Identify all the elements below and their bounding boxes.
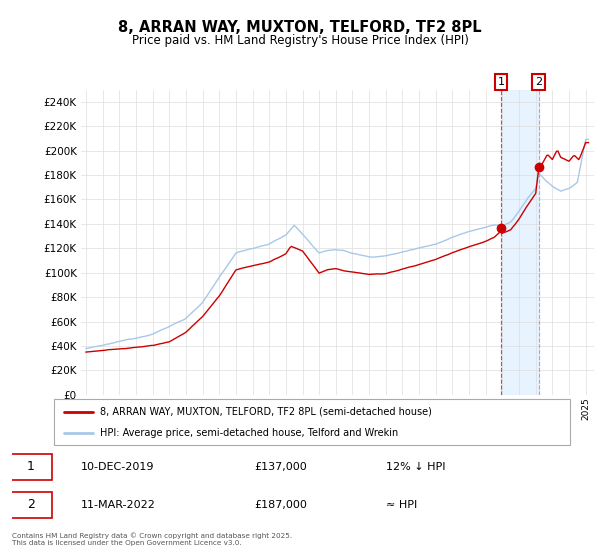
Text: ≈ HPI: ≈ HPI (386, 500, 418, 510)
FancyBboxPatch shape (9, 492, 52, 518)
Text: 1: 1 (497, 77, 505, 87)
FancyBboxPatch shape (54, 399, 570, 445)
Text: Price paid vs. HM Land Registry's House Price Index (HPI): Price paid vs. HM Land Registry's House … (131, 34, 469, 46)
Text: 8, ARRAN WAY, MUXTON, TELFORD, TF2 8PL: 8, ARRAN WAY, MUXTON, TELFORD, TF2 8PL (118, 20, 482, 35)
Text: 10-DEC-2019: 10-DEC-2019 (81, 461, 155, 472)
Text: £137,000: £137,000 (254, 461, 307, 472)
Text: 2: 2 (535, 77, 542, 87)
Text: 12% ↓ HPI: 12% ↓ HPI (386, 461, 446, 472)
Text: 2: 2 (27, 498, 35, 511)
Text: 1: 1 (27, 460, 35, 473)
FancyBboxPatch shape (9, 454, 52, 480)
Text: HPI: Average price, semi-detached house, Telford and Wrekin: HPI: Average price, semi-detached house,… (100, 428, 398, 438)
Text: £187,000: £187,000 (254, 500, 307, 510)
Text: 8, ARRAN WAY, MUXTON, TELFORD, TF2 8PL (semi-detached house): 8, ARRAN WAY, MUXTON, TELFORD, TF2 8PL (… (100, 407, 433, 417)
Bar (501, 90, 539, 395)
Text: 11-MAR-2022: 11-MAR-2022 (81, 500, 156, 510)
Text: Contains HM Land Registry data © Crown copyright and database right 2025.
This d: Contains HM Land Registry data © Crown c… (12, 532, 292, 545)
